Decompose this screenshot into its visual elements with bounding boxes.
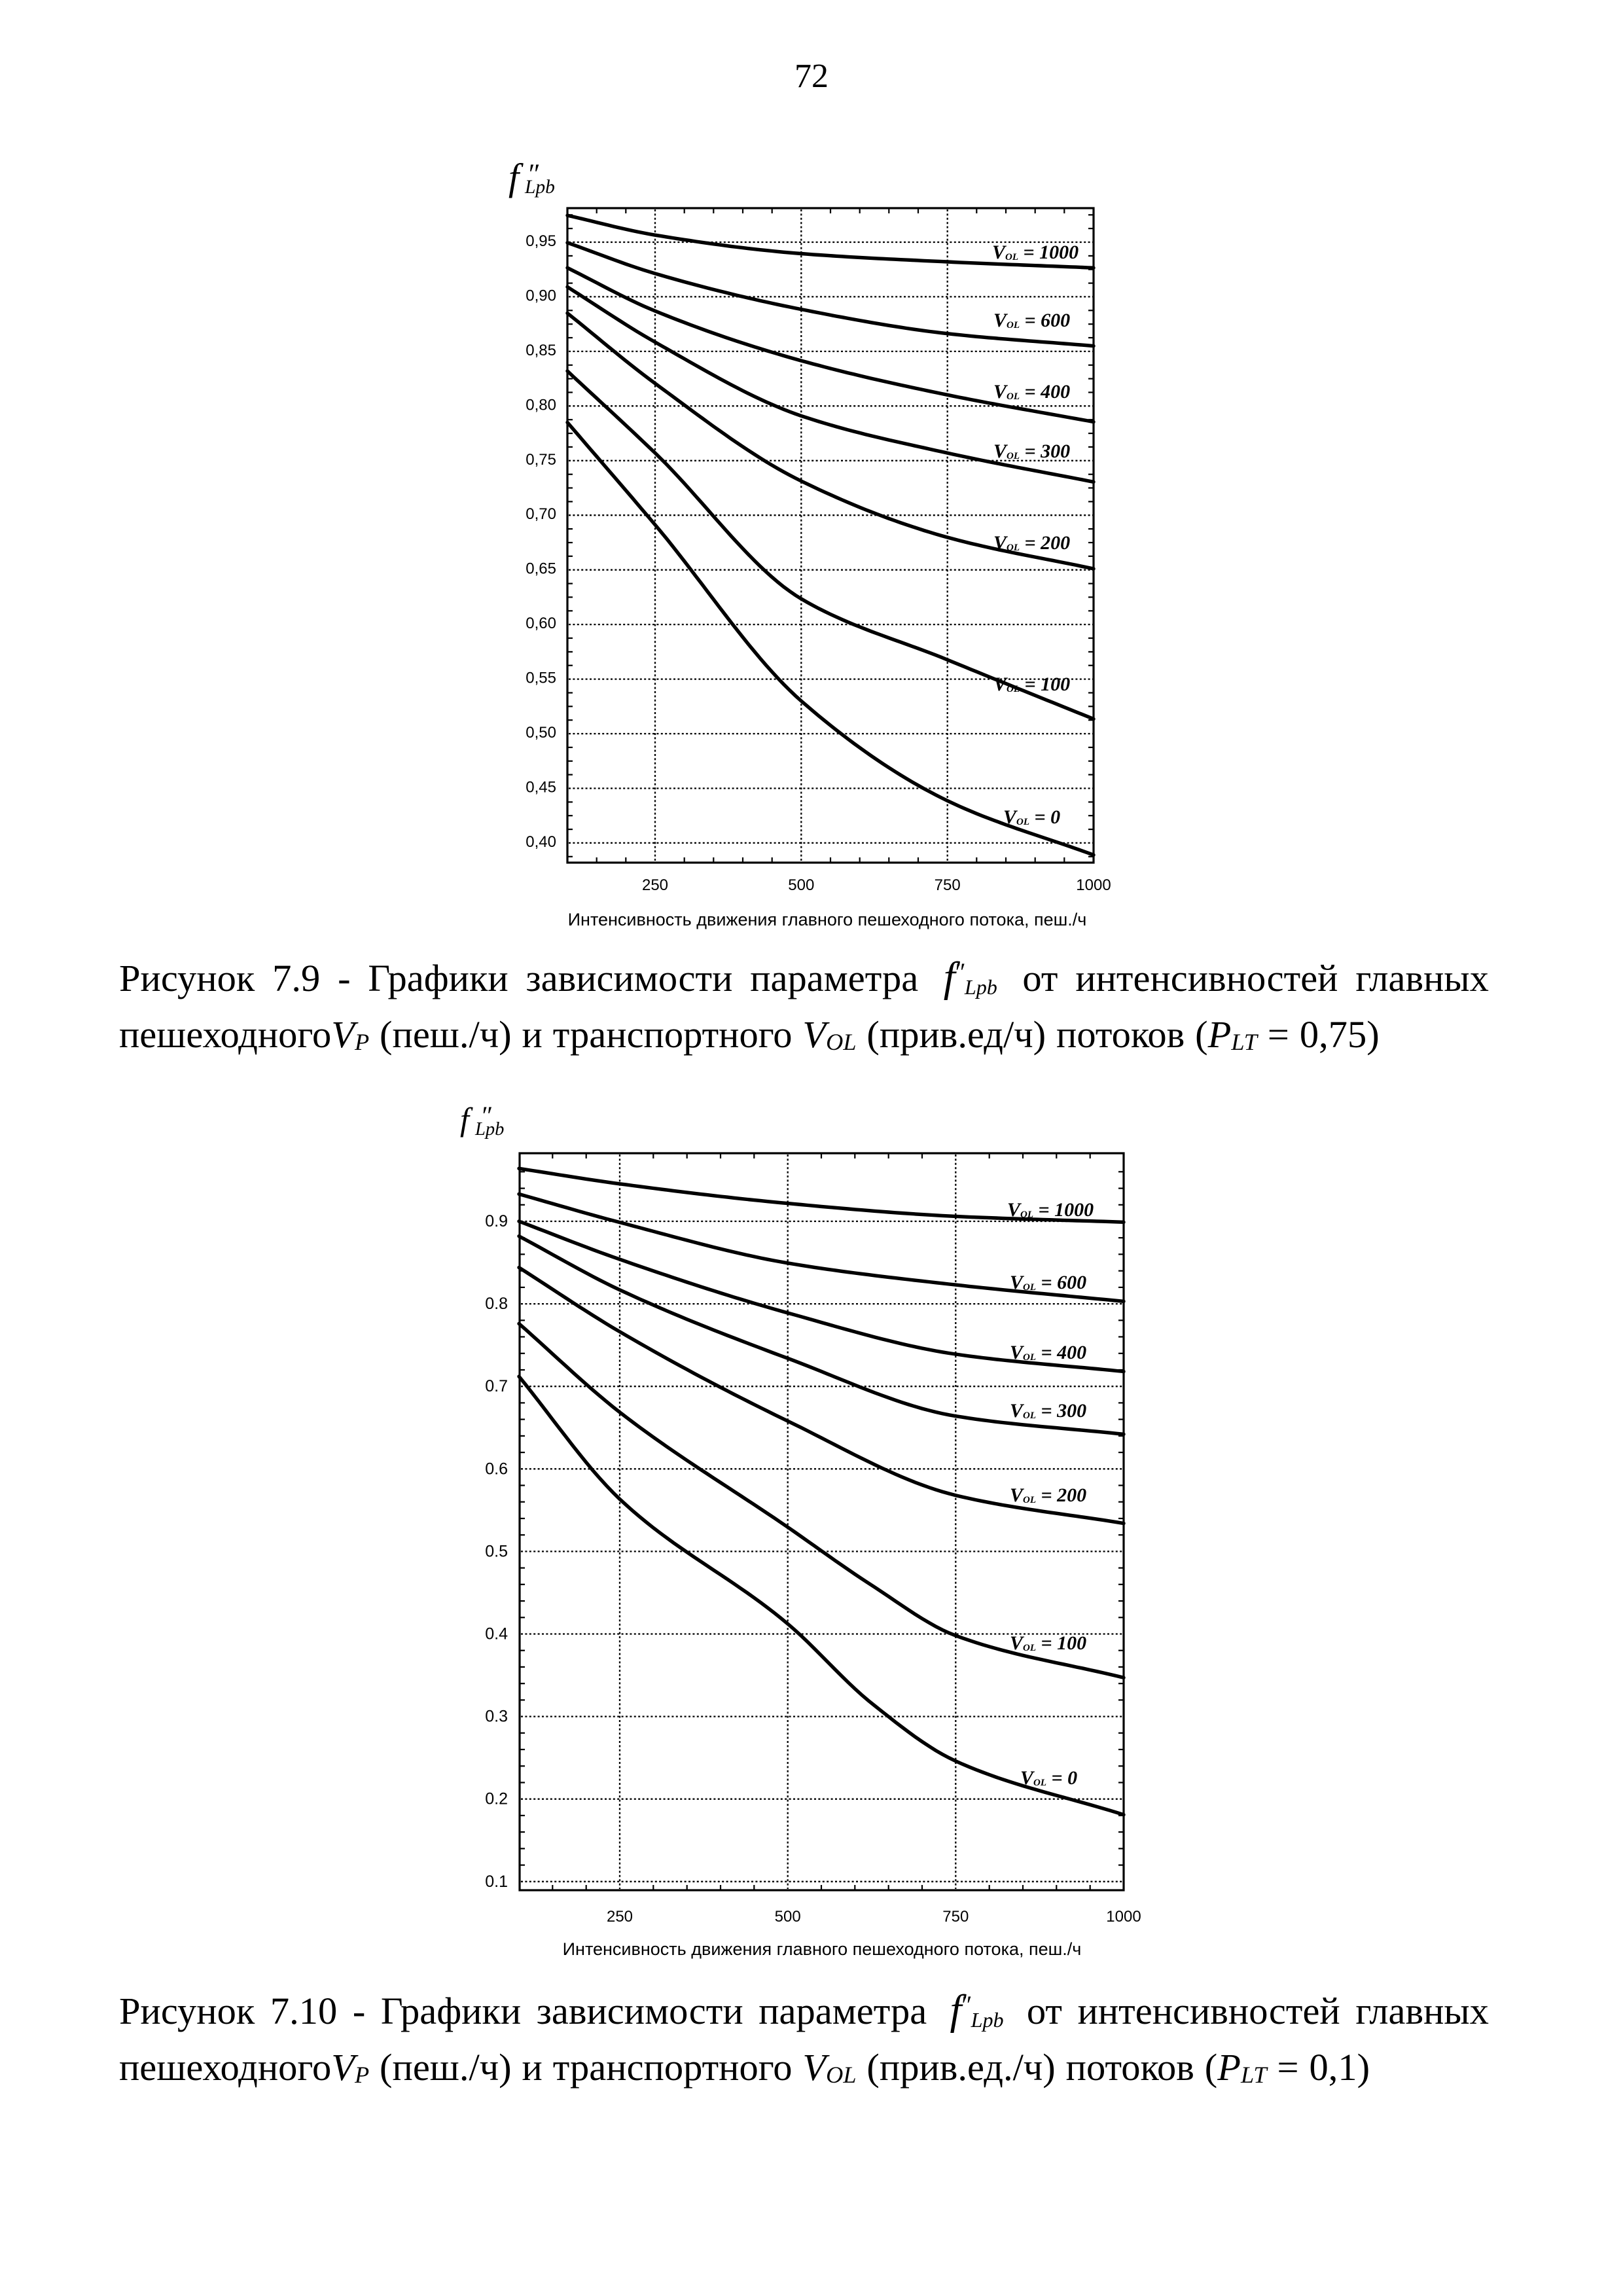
svg-text:VOL = 200: VOL = 200 <box>1010 1484 1086 1506</box>
svg-text:0,85: 0,85 <box>526 342 556 359</box>
svg-text:1000: 1000 <box>1106 1908 1141 1926</box>
svg-text:VOL = 400: VOL = 400 <box>1010 1342 1086 1363</box>
svg-text:0,60: 0,60 <box>526 615 556 632</box>
svg-text:0,70: 0,70 <box>526 505 556 523</box>
svg-text:750: 750 <box>942 1908 969 1926</box>
svg-text:0.4: 0.4 <box>485 1625 508 1643</box>
svg-text:0,50: 0,50 <box>526 724 556 742</box>
svg-text:0.5: 0.5 <box>485 1542 508 1560</box>
svg-text:″: ″ <box>480 1101 492 1130</box>
svg-text:500: 500 <box>788 876 814 894</box>
svg-text:VOL = 400: VOL = 400 <box>993 381 1070 403</box>
svg-text:0,80: 0,80 <box>526 396 556 414</box>
svg-text:0,95: 0,95 <box>526 232 556 250</box>
svg-text:0.9: 0.9 <box>485 1212 508 1230</box>
svg-text:VOL = 100: VOL = 100 <box>1010 1632 1086 1654</box>
svg-text:VOL = 600: VOL = 600 <box>1010 1272 1086 1293</box>
svg-text:Lpb: Lpb <box>524 177 555 198</box>
svg-text:VOL = 1000: VOL = 1000 <box>1007 1199 1094 1221</box>
svg-text:0.1: 0.1 <box>485 1873 508 1891</box>
svg-text:VOL = 0: VOL = 0 <box>1003 806 1060 828</box>
svg-text:250: 250 <box>607 1908 633 1926</box>
svg-text:f: f <box>508 156 524 198</box>
svg-text:0,55: 0,55 <box>526 670 556 687</box>
svg-text:0,40: 0,40 <box>526 833 556 851</box>
svg-text:0.7: 0.7 <box>485 1377 508 1395</box>
svg-text:″: ″ <box>527 159 539 190</box>
svg-text:1000: 1000 <box>1076 876 1111 894</box>
svg-text:0.2: 0.2 <box>485 1790 508 1808</box>
svg-text:0,90: 0,90 <box>526 287 556 304</box>
svg-text:VOL = 100: VOL = 100 <box>993 673 1070 695</box>
svg-text:VOL = 300: VOL = 300 <box>1010 1400 1086 1422</box>
svg-text:VOL = 600: VOL = 600 <box>993 310 1070 331</box>
svg-text:VOL = 0: VOL = 0 <box>1020 1767 1077 1789</box>
svg-text:0,65: 0,65 <box>526 560 556 578</box>
svg-text:VOL = 1000: VOL = 1000 <box>992 242 1079 263</box>
svg-text:Lpb: Lpb <box>474 1119 504 1139</box>
svg-text:Интенсивность движения главног: Интенсивность движения главного пешеходн… <box>563 1939 1082 1959</box>
svg-text:250: 250 <box>642 876 668 894</box>
svg-text:0,45: 0,45 <box>526 779 556 797</box>
svg-text:VOL = 300: VOL = 300 <box>993 440 1070 462</box>
svg-text:750: 750 <box>935 876 961 894</box>
svg-text:0.6: 0.6 <box>485 1460 508 1478</box>
svg-text:VOL = 200: VOL = 200 <box>993 532 1070 554</box>
svg-text:0.3: 0.3 <box>485 1708 508 1726</box>
svg-text:f: f <box>460 1101 473 1138</box>
svg-text:0.8: 0.8 <box>485 1295 508 1313</box>
svg-text:Интенсивность движения главног: Интенсивность движения главного пешеходн… <box>568 910 1087 929</box>
svg-text:0,75: 0,75 <box>526 451 556 469</box>
svg-text:500: 500 <box>775 1908 801 1926</box>
